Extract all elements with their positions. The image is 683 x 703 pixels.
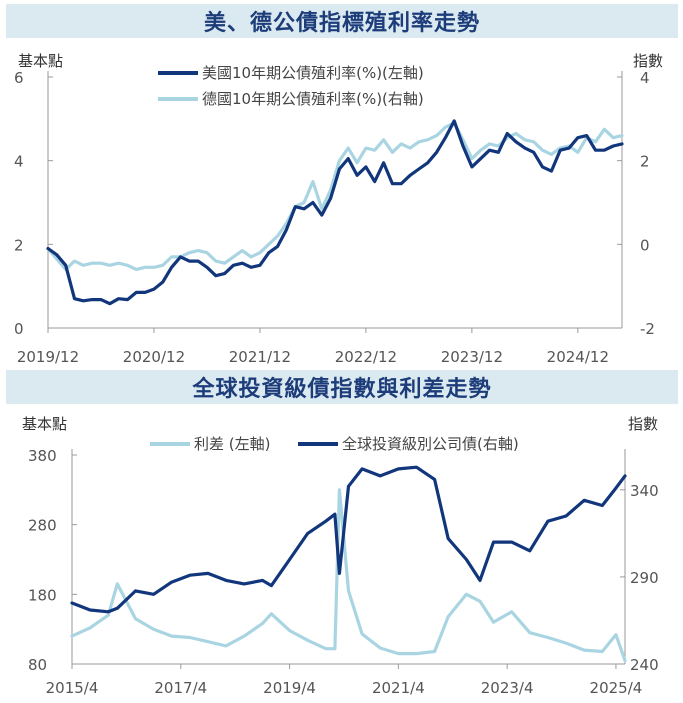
- chart1-series-line-2: [46, 121, 624, 271]
- chart1-x-tick-label: 2020/12: [123, 348, 185, 366]
- chart1-x-tick-label: 2022/12: [335, 348, 397, 366]
- chart1-legend-label-1: 美國10年期公債殖利率(%)(左軸): [202, 64, 424, 82]
- chart2-x-tick-label: 2023/4: [481, 679, 534, 697]
- chart1-title-bar: 美、德公債指標殖利率走勢: [6, 4, 678, 38]
- chart2-y-left-tick-label: 280: [28, 517, 57, 535]
- chart2-y-right-tick-label: 340: [630, 482, 659, 500]
- chart1-y-left-tick-label: 4: [14, 153, 24, 171]
- chart1-x-tick-label: 2019/12: [17, 348, 79, 366]
- chart2-y-right-tick-label: 240: [630, 656, 659, 674]
- chart1-title: 美、德公債指標殖利率走勢: [203, 11, 480, 36]
- chart1-y-left-tick-label: 6: [14, 69, 24, 87]
- chart2-x-tick-label: 2017/4: [154, 679, 207, 697]
- chart2-legend-label-2: 全球投資級別公司債(右軸): [342, 435, 519, 453]
- chart2-y-right-tick-label: 290: [630, 569, 659, 587]
- chart2-y-left-unit: 基本點: [22, 415, 67, 433]
- chart1-y-right-unit: 指數: [633, 52, 663, 70]
- chart2-y-left-tick-label: 80: [28, 656, 47, 674]
- chart2-x-tick-label: 2015/4: [46, 679, 99, 697]
- chart2-series-line-1: [70, 488, 627, 663]
- chart1-x-tick-label: 2023/12: [441, 348, 503, 366]
- chart2-y-left-tick-label: 380: [28, 447, 57, 465]
- chart2-x-tick-label: 2021/4: [372, 679, 425, 697]
- chart1-y-right-tick-label: 4: [640, 69, 650, 87]
- chart1-y-left-tick-label: 2: [14, 236, 24, 254]
- chart1-plot: 基本點 指數 0 2 4 6 -2 0 2 4 2019/12 2020/12 2021/12 2022/…: [14, 52, 663, 366]
- chart1-legend-label-2: 德國10年期公債殖利率(%)(右軸): [202, 90, 424, 108]
- chart1-series-line-1: [46, 119, 624, 306]
- chart2-legend-label-1: 利差 (左軸): [194, 435, 270, 453]
- chart1-y-right-tick-label: -2: [640, 320, 655, 338]
- chart2-x-tick-label: 2025/4: [590, 679, 643, 697]
- chart1-y-left-unit: 基本點: [18, 52, 63, 70]
- chart2-title: 全球投資級債指數與利差走勢: [192, 377, 492, 402]
- chart2-x-tick-label: 2019/4: [263, 679, 316, 697]
- chart2-y-right-unit: 指數: [628, 415, 658, 433]
- chart1-x-tick-label: 2021/12: [229, 348, 291, 366]
- chart2-series-line-2: [70, 465, 627, 614]
- chart2-plot: 基本點 指數 80 180 280 380 240 290 340 2015/4 2017/4 201…: [22, 415, 659, 697]
- chart1-y-right-tick-label: 2: [640, 153, 650, 171]
- chart2-title-bar: 全球投資級債指數與利差走勢: [6, 370, 678, 404]
- chart2-y-left-tick-label: 180: [28, 586, 57, 604]
- chart1-y-right-tick-label: 0: [640, 236, 650, 254]
- chart1-x-tick-label: 2024/12: [547, 348, 609, 366]
- chart1-y-left-tick-label: 0: [14, 320, 24, 338]
